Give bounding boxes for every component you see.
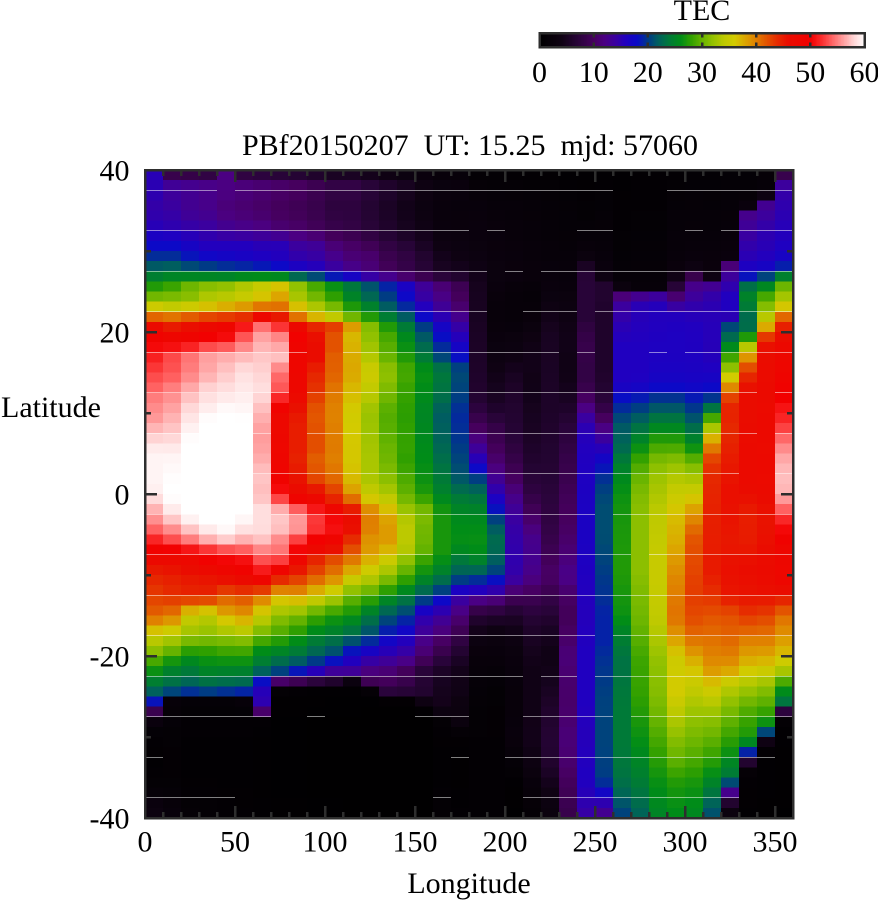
svg-text:0: 0 <box>115 479 130 512</box>
svg-text:30: 30 <box>687 56 717 89</box>
svg-text:-20: -20 <box>90 641 130 674</box>
svg-text:300: 300 <box>663 826 708 859</box>
svg-text:10: 10 <box>579 56 609 89</box>
svg-text:Longitude: Longitude <box>407 867 530 900</box>
svg-text:20: 20 <box>633 56 663 89</box>
svg-text:250: 250 <box>573 826 618 859</box>
svg-text:350: 350 <box>753 826 798 859</box>
svg-text:100: 100 <box>303 826 348 859</box>
svg-text:200: 200 <box>483 826 528 859</box>
svg-text:60: 60 <box>850 56 878 89</box>
svg-text:150: 150 <box>393 826 438 859</box>
svg-text:50: 50 <box>795 56 825 89</box>
svg-text:0: 0 <box>138 826 153 859</box>
svg-text:20: 20 <box>100 317 130 350</box>
svg-text:PBf20150207 UT: 15.25 mjd: 5: PBf20150207 UT: 15.25 mjd: 57060 <box>242 129 698 162</box>
svg-text:TEC: TEC <box>674 0 731 27</box>
svg-text:-40: -40 <box>90 803 130 836</box>
svg-text:40: 40 <box>741 56 771 89</box>
svg-text:50: 50 <box>220 826 250 859</box>
svg-text:40: 40 <box>100 155 130 188</box>
svg-text:0: 0 <box>532 56 547 89</box>
svg-text:Latitude: Latitude <box>1 391 101 424</box>
